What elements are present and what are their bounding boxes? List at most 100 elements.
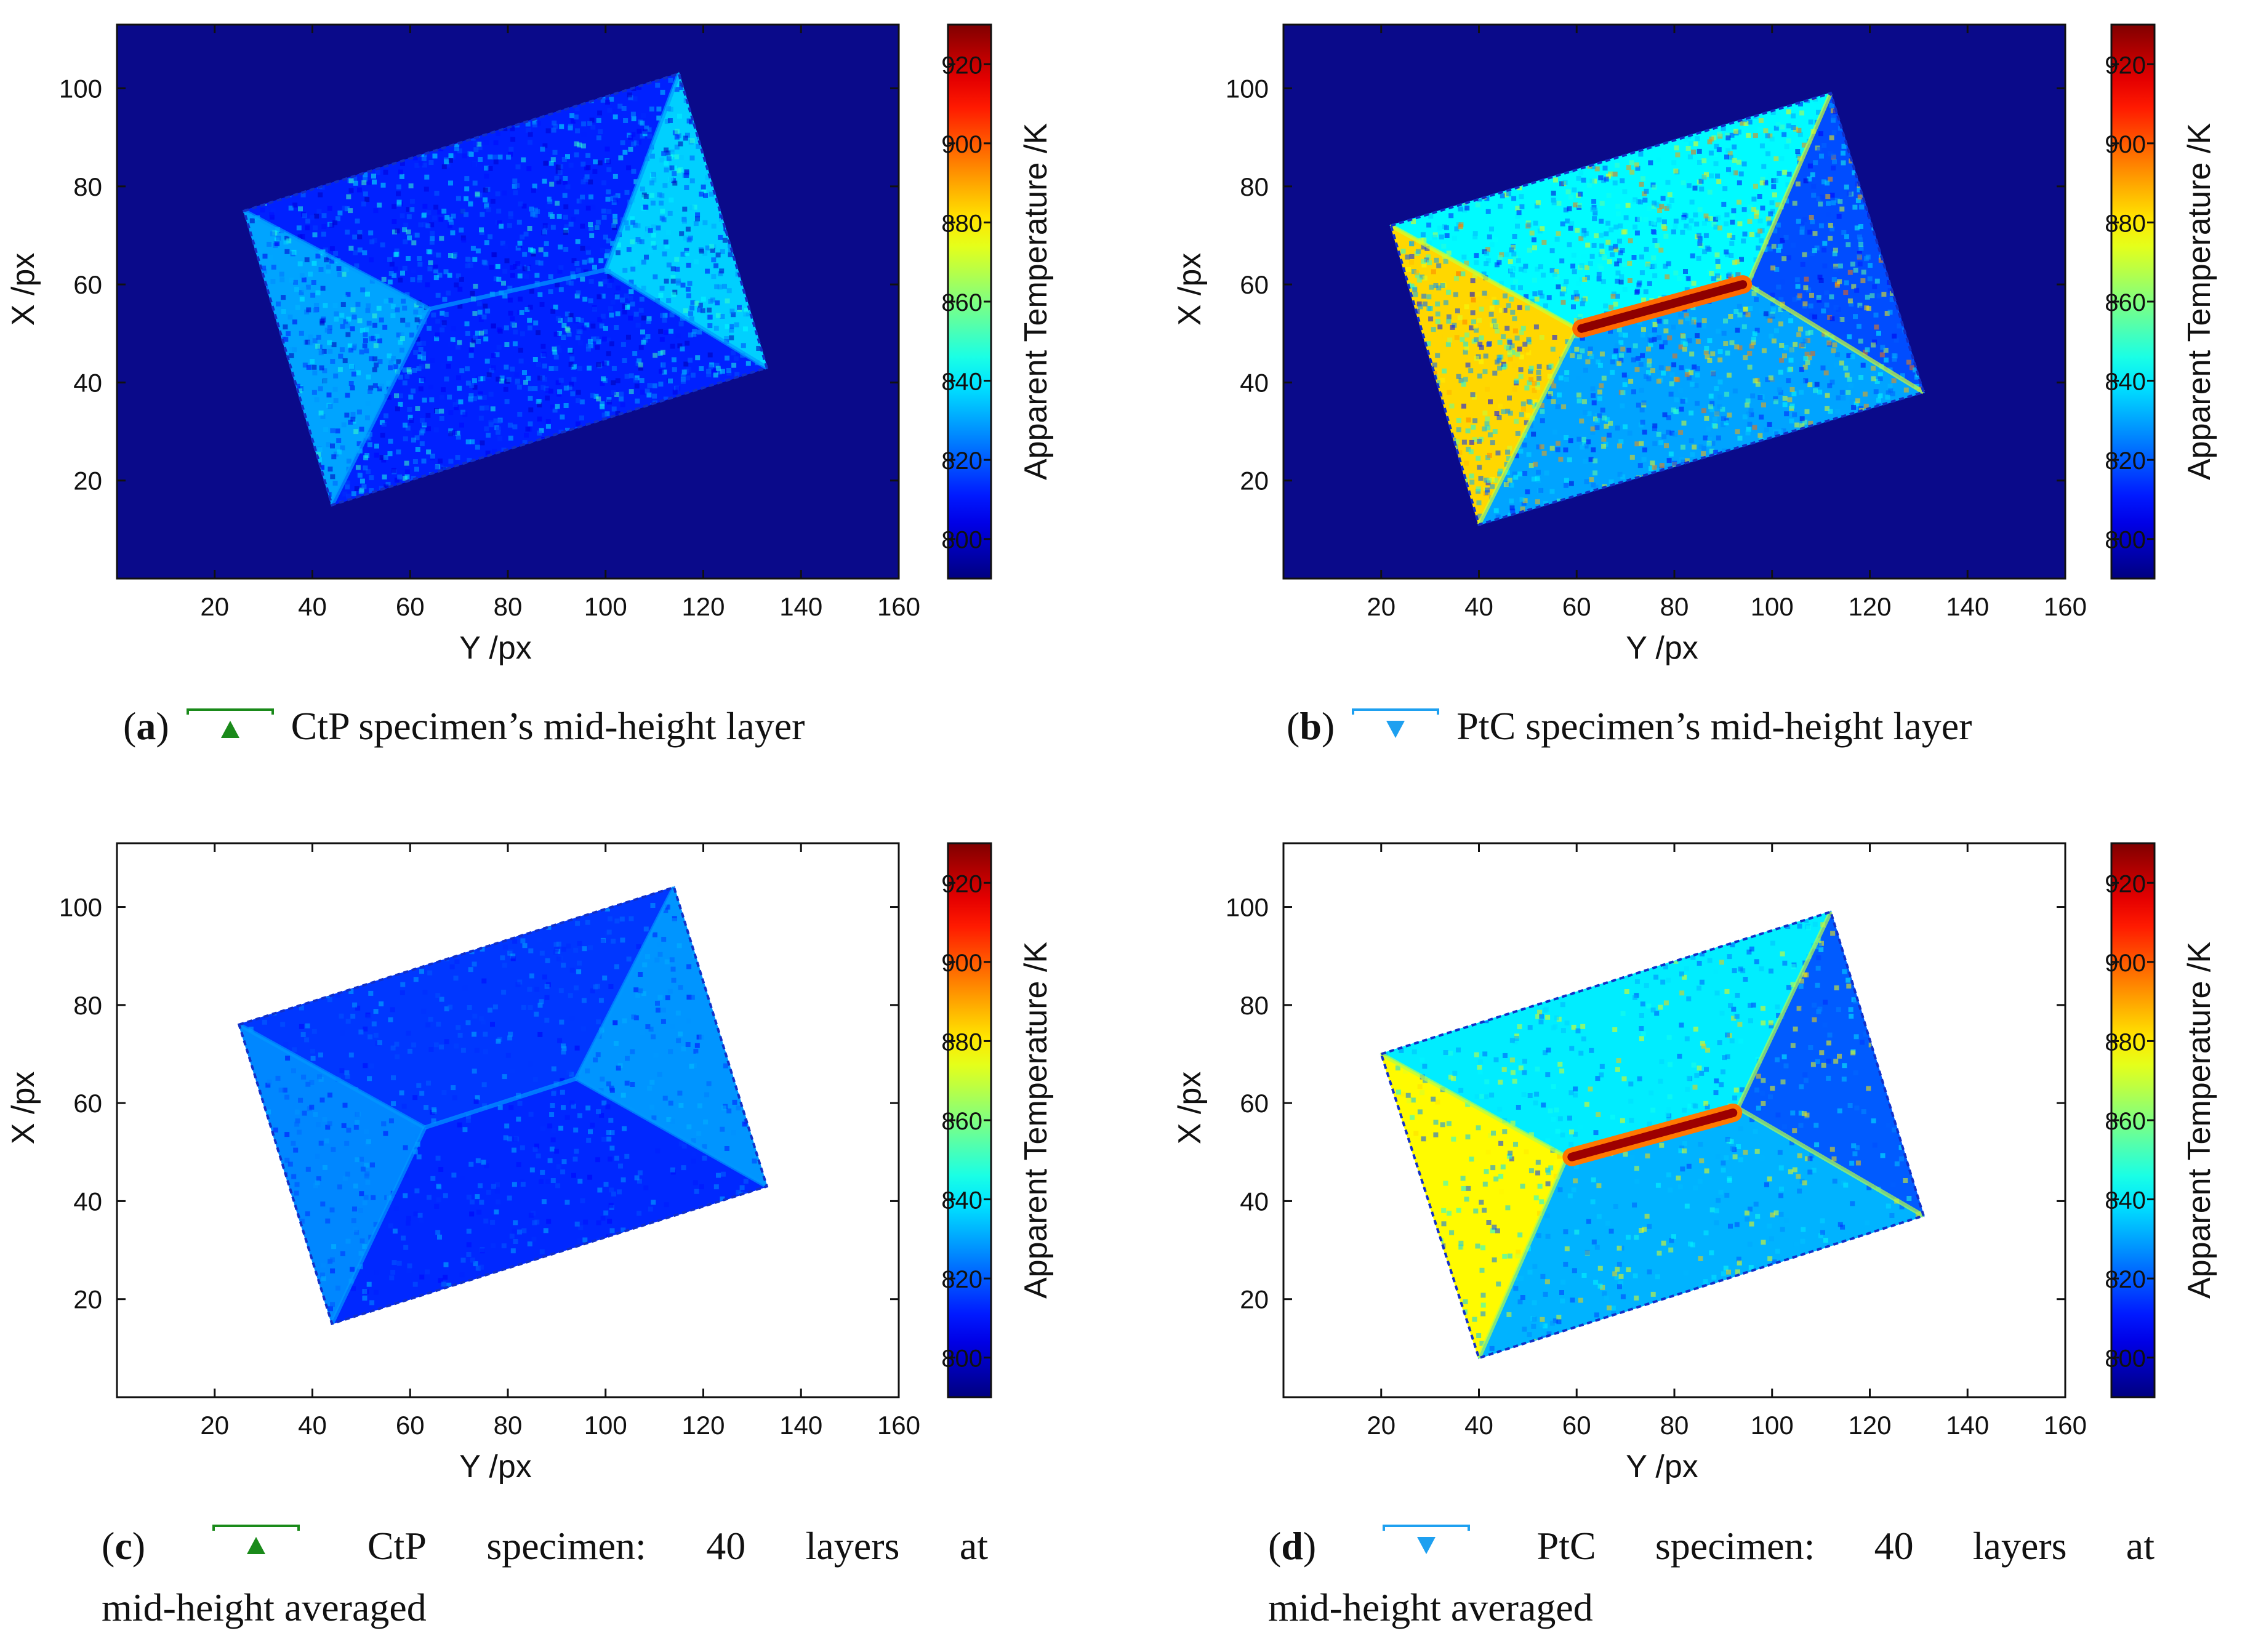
x-tick-label: 60 [1562,1411,1591,1440]
y-tick-label: 40 [73,1187,102,1216]
caption-a: (a) CtP specimen’s mid-height layer [123,696,1046,761]
specimen-edge [237,886,769,1326]
colorbar-tick-label: 840 [2105,369,2146,396]
y-tick-label: 40 [1240,1187,1269,1216]
caption-word: 40 [706,1524,746,1568]
x-tick-label: 100 [584,1411,627,1440]
colorbar-tick-label: 860 [941,289,982,316]
y-tick-label: 80 [73,991,102,1020]
colorbar-tick-label: 920 [2105,52,2146,79]
x-tick-label: 160 [877,592,920,621]
ridge-line [603,73,681,271]
y-tick-label: 60 [73,1089,102,1118]
caption-b: (b) PtC specimen’s mid-height layer [1287,696,2210,761]
y-tick-label: 100 [1226,893,1269,922]
caption-word: specimen: [1655,1524,1815,1568]
x-tick-label: 120 [1848,592,1891,621]
ridge-line [1477,327,1579,526]
colorbar-tick-label: 800 [941,527,982,554]
x-tick-label: 40 [1464,1411,1493,1440]
caption-text: CtP specimen’s mid-height layer [291,704,805,748]
colorbar-tick-label: 880 [2105,1028,2146,1056]
caption-letter: b [1299,704,1322,748]
colorbar-tick-label: 900 [2105,131,2146,158]
colorbar-tick-label: 900 [941,131,982,158]
x-tick-label: 160 [2044,592,2087,621]
specimen-heatmap [1379,910,1926,1360]
specimen-edge [1389,92,1926,526]
hot-segment [1567,1109,1738,1161]
colorbar-tick-label: 880 [941,1028,982,1056]
colorbar-tick-label: 860 [2105,1108,2146,1135]
colorbar: 800 820 840 860 880 900 920 Apparent Temperatur… [2105,842,2217,1398]
y-tick-label: 100 [1226,74,1269,103]
specimen-edge [1379,910,1926,1360]
ridge-line [330,308,432,507]
ridge-line [1736,911,1833,1109]
ridge-line [575,1077,768,1189]
colorbar-label: Apparent Temperature /K [1018,942,1054,1299]
caption-text: PtC specimen’s mid-height layer [1456,704,1972,748]
caption-letter: c [114,1524,132,1568]
x-tick-label: 80 [494,592,523,621]
ridge-line [1477,1156,1569,1359]
caption-line-2: mid-height averaged [1268,1586,1593,1629]
y-tick-label: 20 [73,467,102,495]
x-tick-label: 20 [200,592,229,621]
y-tick-label: 40 [1240,368,1269,397]
x-axis-label: Y /px [459,1449,532,1485]
x-tick-label: 160 [877,1411,920,1440]
y-tick-label: 40 [73,368,102,397]
colorbar-label: Apparent Temperature /K [2182,123,2217,480]
x-tick-label: 20 [1367,1411,1396,1440]
colorbar-tick-label: 800 [2105,1345,2146,1373]
caption-word: layers [805,1524,900,1568]
x-tick-label: 40 [298,592,327,621]
caption-word: CtP [367,1524,427,1568]
y-tick-label: 80 [73,172,102,201]
ridge-line [1746,283,1925,395]
x-axis-label: Y /px [459,630,532,666]
x-tick-label: 100 [584,592,627,621]
ridge-line [1380,1052,1568,1159]
x-tick-label: 80 [494,1411,523,1440]
x-tick-label: 20 [200,1411,229,1440]
y-tick-label: 60 [1240,270,1269,299]
ridge-line [429,267,606,311]
ridge-line [1389,223,1578,331]
colorbar-tick-label: 820 [941,1266,982,1293]
y-axis-label: X /px [1172,253,1208,326]
panel-b: 20 40 60 80 100 120 140 160 20 40 60 80 100 Y /px X /p… [1172,23,2217,666]
specimen-heatmap [237,886,769,1326]
ridge-line [604,268,768,370]
panel-c: 20 40 60 80 100 120 140 160 20 40 60 80 100 Y /px X /p… [6,842,1054,1485]
ridge-line [243,209,431,311]
x-tick-label: 60 [396,592,425,621]
triangle-up-marker-icon [184,699,276,761]
x-tick-label: 20 [1367,592,1396,621]
hot-segment [1577,280,1748,333]
colorbar-tick-label: 800 [2105,527,2146,554]
ridge-line [574,886,676,1080]
colorbar-tick-label: 900 [2105,950,2146,977]
panel-a: 20 40 60 80 100 120 140 160 20 40 60 80 100 Y /px X /p… [6,23,1054,666]
colorbar: 800 820 840 860 880 900 920 Apparent Temperatur… [2105,23,2217,580]
colorbar: 800 820 840 860 880 900 920 Apparent Temperatur… [941,842,1054,1398]
colorbar-tick-label: 880 [941,210,982,237]
x-tick-label: 140 [1946,592,1989,621]
triangle-up-marker-icon [210,1515,302,1577]
colorbar-tick-label: 920 [941,52,982,79]
y-tick-label: 60 [73,270,102,299]
y-axis-label: X /px [6,1072,41,1145]
caption-d: (d) PtC specimen: 40 layers at mid-heigh… [1268,1515,2155,1638]
caption-word: specimen: [486,1524,646,1568]
x-tick-label: 80 [1660,592,1689,621]
colorbar-label: Apparent Temperature /K [1018,123,1054,480]
x-tick-label: 120 [681,1411,725,1440]
x-axis-label: Y /px [1626,630,1698,666]
caption-letter: a [136,704,156,748]
x-tick-label: 40 [1464,592,1493,621]
colorbar-tick-label: 840 [941,1187,982,1214]
caption-word: layers [1972,1524,2067,1568]
